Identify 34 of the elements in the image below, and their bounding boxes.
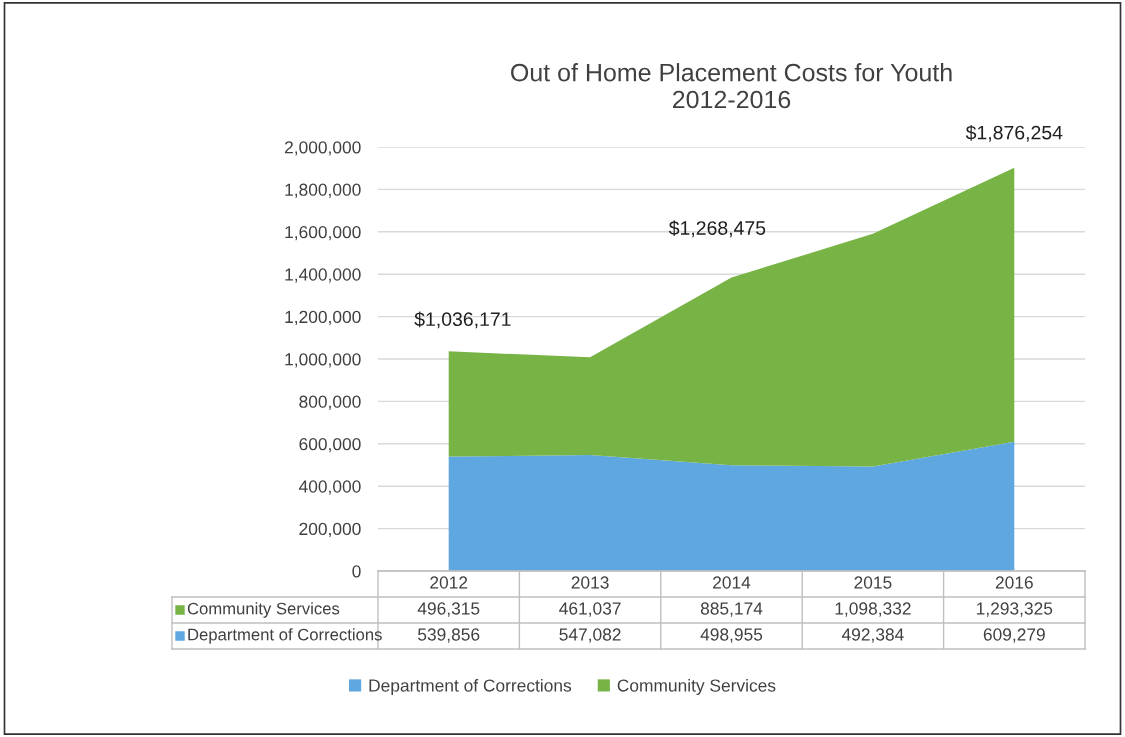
x-tick-label: 2012 bbox=[430, 576, 468, 589]
y-tick-label: 200,000 bbox=[299, 522, 361, 538]
y-tick-label: 1,000,000 bbox=[285, 353, 361, 368]
legend-label: Department of Corrections bbox=[188, 628, 382, 644]
text: Community Services bbox=[617, 678, 776, 696]
data-label: 492,384 bbox=[841, 628, 904, 643]
data-label: 496,315 bbox=[417, 602, 480, 617]
y-tick-label: 1,200,000 bbox=[285, 310, 361, 326]
data-label: 547,082 bbox=[559, 628, 621, 643]
x-tick-label: 2016 bbox=[995, 576, 1033, 589]
y-tick-label: 2,000,000 bbox=[284, 141, 361, 156]
y-tick-label: 1,600,000 bbox=[285, 225, 361, 241]
y-tick-label: 400,000 bbox=[298, 480, 361, 495]
data-label: 461,037 bbox=[559, 602, 621, 617]
x-tick-label: 2014 bbox=[713, 576, 751, 589]
annotation: $1,036,171 bbox=[414, 311, 511, 329]
data-label: 498,955 bbox=[700, 628, 763, 643]
data-label: 1,293,325 bbox=[977, 602, 1053, 617]
data-label: 609,279 bbox=[983, 628, 1045, 643]
chart-title: Out of Home Placement Costs for Youth 2012-2016 bbox=[511, 63, 952, 109]
x-tick-label: 2013 bbox=[571, 576, 609, 589]
y-tick-label: 600,000 bbox=[299, 437, 361, 453]
text: $1,876,254 bbox=[965, 124, 1063, 142]
data-label: 1,098,332 bbox=[835, 602, 911, 617]
y-tick-label: 0 bbox=[352, 565, 361, 578]
data-label: 885,174 bbox=[700, 602, 763, 617]
text: Department of Corrections bbox=[369, 678, 572, 696]
y-tick-label: 1,400,000 bbox=[285, 268, 361, 283]
legend-label: Community Services bbox=[187, 602, 340, 618]
y-tick-label: 800,000 bbox=[299, 395, 361, 410]
x-tick-label: 2015 bbox=[854, 576, 892, 589]
data-label: 539,856 bbox=[418, 628, 480, 643]
annotation: $1,268,475 bbox=[668, 220, 766, 238]
y-tick-label: 1,800,000 bbox=[285, 183, 361, 198]
